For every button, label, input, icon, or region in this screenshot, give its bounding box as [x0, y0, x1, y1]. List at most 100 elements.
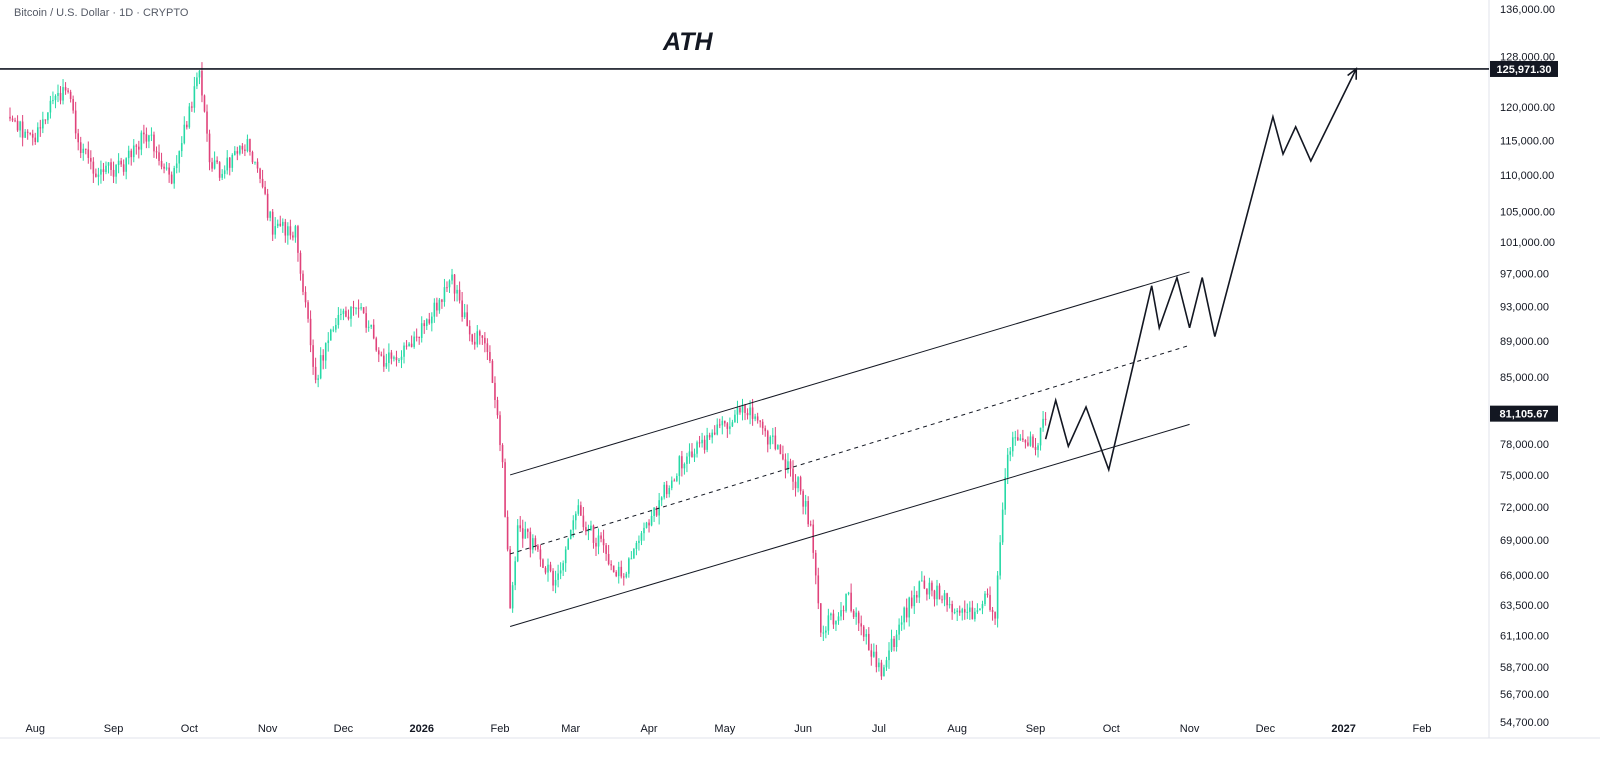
candle	[670, 476, 673, 491]
ath-price-tag: 125,971.30	[1490, 60, 1558, 77]
candle-body	[289, 226, 292, 236]
price-tick-label: 110,000.00	[1500, 170, 1554, 182]
channel-upper-line[interactable]	[509, 271, 1190, 476]
channel-lower-line[interactable]	[509, 423, 1190, 627]
candle	[574, 511, 577, 530]
candle	[408, 342, 410, 347]
candle	[433, 298, 436, 323]
candle	[69, 89, 72, 103]
candle-body	[304, 291, 307, 303]
candle-body	[984, 593, 986, 605]
candle	[537, 544, 539, 552]
candle-body	[254, 161, 256, 163]
candle	[173, 165, 175, 189]
candle	[342, 308, 345, 321]
candle	[446, 281, 448, 293]
candle	[595, 537, 597, 556]
candle	[486, 338, 489, 360]
candle-body	[832, 613, 835, 625]
candle	[352, 300, 355, 316]
time-axis[interactable]: Aug Sep Oct Nov Dec 2026 Feb Mar Apr May Jun Jul Aug…	[25, 723, 1431, 735]
candle-body	[206, 111, 208, 134]
candle-body	[665, 484, 668, 495]
price-tags: 125,971.30 81,105.67	[1490, 60, 1558, 422]
candle	[739, 405, 741, 415]
candle	[741, 398, 744, 421]
candle-body	[287, 226, 289, 236]
candle	[160, 152, 163, 170]
candle-body	[835, 620, 837, 625]
candle-body	[198, 70, 201, 78]
candle-body	[799, 477, 802, 492]
candle	[921, 571, 923, 582]
candle	[814, 549, 817, 585]
candle-body	[971, 607, 974, 620]
candle	[481, 334, 484, 345]
candle-body	[524, 529, 527, 539]
candle-body	[996, 575, 999, 619]
ath-annotation: ATH	[663, 28, 713, 56]
candle	[610, 560, 612, 571]
candle-body	[958, 610, 961, 613]
candle	[645, 521, 648, 529]
price-tick-label: 78,000.00	[1500, 439, 1549, 451]
channel-middle-line[interactable]	[509, 344, 1190, 555]
candle	[183, 116, 186, 145]
candle-body	[774, 435, 777, 449]
candle	[562, 560, 564, 576]
candle	[234, 146, 236, 156]
candle	[809, 520, 812, 527]
candle-body	[135, 145, 138, 147]
time-tick-label: Sep	[104, 723, 124, 735]
candle	[759, 420, 761, 428]
candle	[206, 104, 208, 142]
candle-body	[393, 357, 395, 359]
candle	[534, 535, 537, 551]
candle-body	[82, 148, 85, 153]
candle-body	[511, 585, 514, 609]
candle	[532, 534, 534, 554]
drawings	[0, 67, 1489, 627]
candle-body	[549, 564, 552, 571]
candle	[600, 532, 602, 543]
candle-body	[347, 316, 350, 319]
candle	[54, 94, 57, 109]
price-tick-label: 105,000.00	[1500, 207, 1555, 219]
candle	[903, 606, 905, 630]
candle-body	[590, 525, 592, 530]
candle-body	[173, 168, 175, 184]
candle-body	[569, 529, 572, 540]
candle-body	[1027, 442, 1029, 446]
candle	[82, 143, 85, 161]
price-tick-label: 115,000.00	[1500, 135, 1554, 147]
candle	[852, 609, 855, 619]
candle-body	[79, 142, 82, 153]
price-axis[interactable]: 136,000.00 128,000.00 120,000.00 115,000.00…	[1500, 4, 1555, 729]
candle	[135, 143, 138, 155]
candle	[431, 312, 433, 332]
candle	[19, 120, 21, 138]
candle-body	[370, 324, 372, 327]
candle	[766, 429, 769, 453]
candle-body	[84, 148, 87, 150]
candle-body	[860, 623, 863, 627]
candle-body	[946, 593, 948, 606]
candle-body	[718, 424, 721, 426]
candle-body	[809, 524, 812, 526]
candle-body	[203, 95, 206, 112]
candle-body	[739, 407, 741, 413]
candle-body	[360, 307, 362, 309]
candle-body	[312, 345, 314, 367]
candle	[630, 551, 633, 560]
candle-body	[372, 324, 375, 339]
projection-path[interactable]	[1044, 68, 1358, 473]
candle	[170, 171, 173, 185]
candle-body	[587, 529, 590, 532]
candle	[711, 429, 713, 444]
candle	[514, 556, 516, 591]
candle	[158, 144, 160, 166]
candle-body	[878, 662, 880, 668]
candle-body	[297, 226, 299, 253]
candle	[865, 629, 868, 645]
